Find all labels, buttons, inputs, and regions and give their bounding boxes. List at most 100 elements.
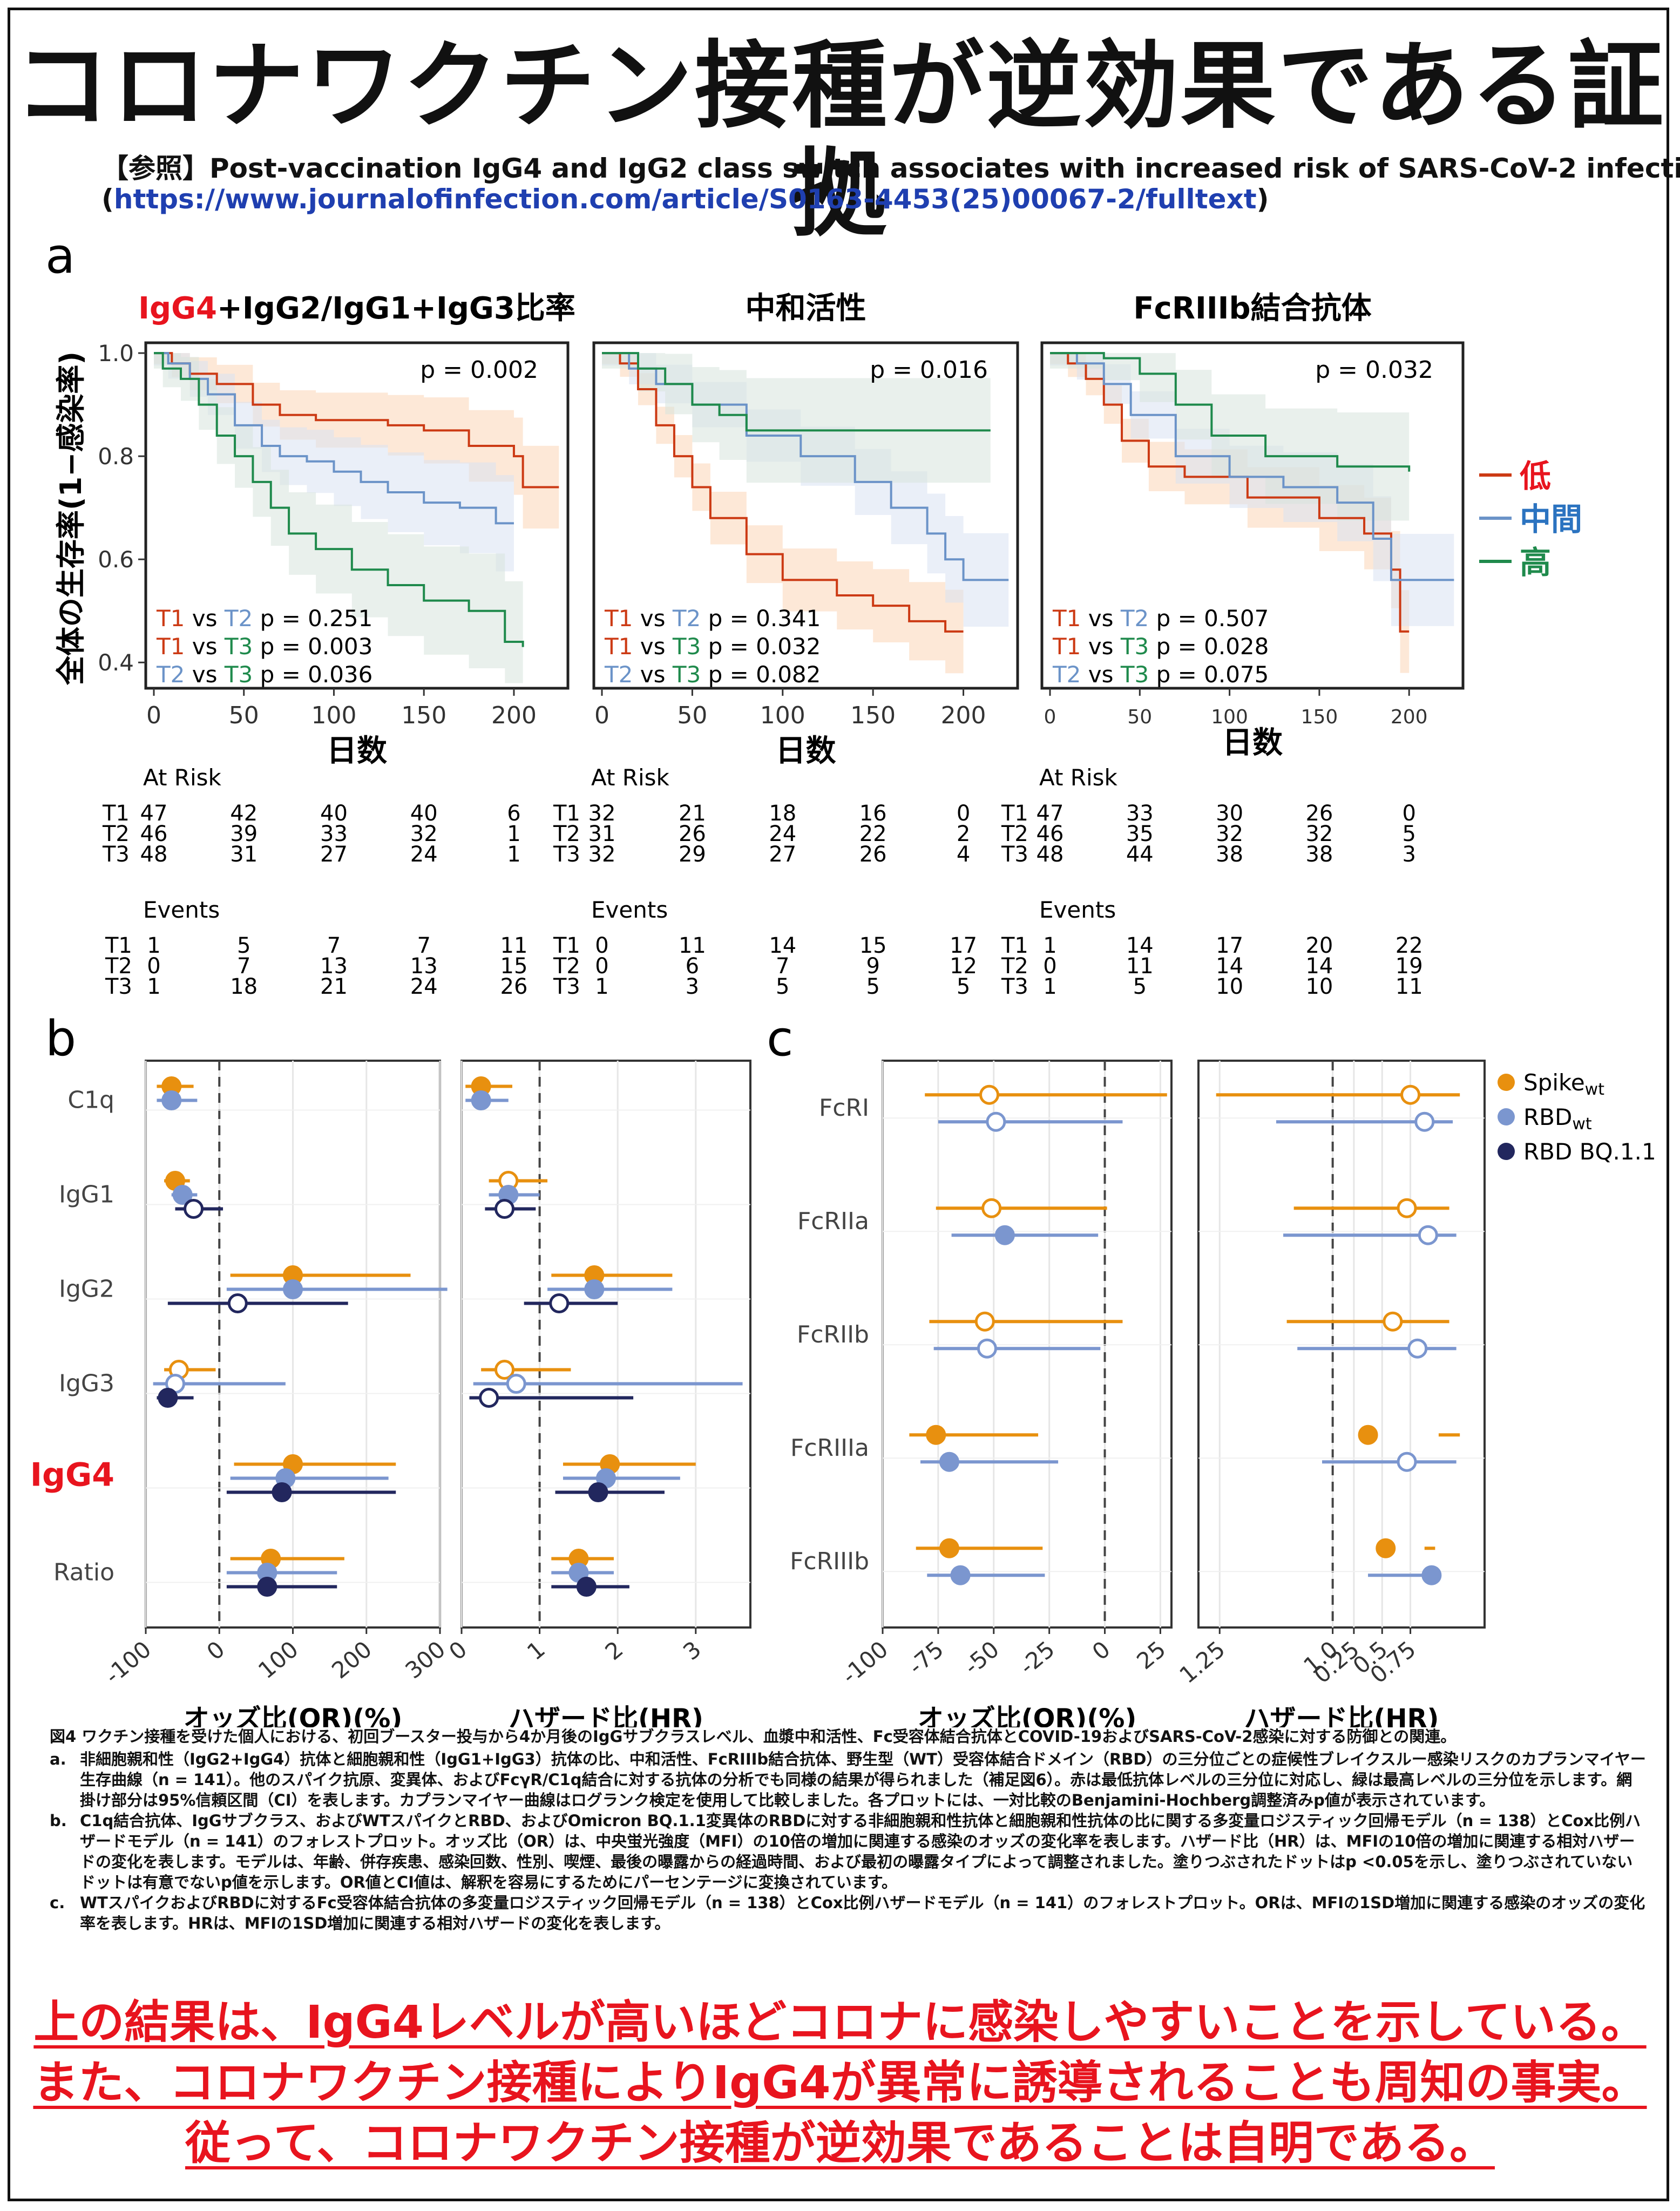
- forest-x-tick-label: 1.25: [1174, 1636, 1230, 1688]
- forest-legend-label: RBD BQ.1.1: [1523, 1138, 1656, 1165]
- label-part: IgG4: [138, 291, 217, 326]
- forest-point: [184, 1199, 204, 1219]
- events-value: 15: [500, 954, 528, 979]
- forest-point: [994, 1225, 1015, 1245]
- risk-group-label: T2: [553, 822, 580, 846]
- label-part: T3: [672, 661, 701, 688]
- forest-point: [1397, 1452, 1417, 1472]
- events-value: 0: [1043, 954, 1056, 979]
- events-value: 5: [1133, 974, 1147, 999]
- km-x-tick-label: 150: [1301, 706, 1338, 728]
- label-part: wt: [1585, 1080, 1605, 1099]
- at-risk-value: 33: [1126, 801, 1154, 826]
- km-p-value: p = 0.002: [420, 356, 538, 384]
- label-part: RBD BQ.1.1: [1523, 1138, 1656, 1165]
- reference-url-line: (https://www.journalofinfection.com/arti…: [101, 184, 1269, 215]
- forest-x-axis-label: オッズ比(OR)(%): [184, 1704, 403, 1727]
- km-comparison: T2 vs T3 p = 0.082: [604, 661, 821, 688]
- events-value: 22: [1396, 933, 1423, 958]
- label-part: T2: [224, 605, 253, 632]
- at-risk-value: 6: [507, 801, 520, 826]
- km-curve: [602, 352, 964, 633]
- forest-point: [1397, 1198, 1417, 1218]
- panel-label-a: a: [45, 228, 75, 284]
- forest-point: [977, 1338, 997, 1359]
- forest-point: [479, 1388, 499, 1408]
- events-value: 14: [1126, 933, 1154, 958]
- events-value: 5: [237, 933, 250, 958]
- forest-point: [1358, 1425, 1378, 1445]
- events-value: 14: [769, 933, 796, 958]
- label-part: vs: [185, 605, 224, 632]
- events-value: 11: [1126, 954, 1154, 979]
- risk-group-label: T1: [553, 801, 580, 826]
- caption-item-a: a. 非細胞親和性（IgG2+IgG4）抗体と細胞親和性（IgG1+IgG3）抗体…: [50, 1749, 1648, 1810]
- forest-point: [926, 1425, 946, 1445]
- at-risk-value: 31: [230, 842, 258, 867]
- events-value: 7: [327, 933, 341, 958]
- forest-legend-label: Spikewt: [1523, 1069, 1604, 1099]
- km-panel-1: IgG4+IgG2/IgG1+IgG3比率 p = 0.002 T1 vs T2 p…: [102, 291, 575, 999]
- at-risk-value: 47: [1037, 801, 1064, 826]
- km-comparison: T1 vs T2 p = 0.507: [1052, 605, 1269, 632]
- label-part: T3: [1120, 661, 1149, 688]
- forest-b-row-label: IgG4: [30, 1456, 114, 1494]
- forest-point: [1421, 1565, 1442, 1585]
- km-legend-label: 中間: [1520, 501, 1582, 538]
- forest-x-axis-label: ハザード比(HR): [1244, 1704, 1439, 1727]
- km-curve: [602, 352, 991, 432]
- events-value: 18: [230, 974, 258, 999]
- label-part: +IgG2/IgG1+IgG3比率: [217, 291, 575, 326]
- at-risk-value: 16: [859, 801, 887, 826]
- forest-point: [576, 1577, 597, 1597]
- label-part: T2: [672, 605, 701, 632]
- events-value: 7: [776, 954, 789, 979]
- forest-c-row-label: FcRIIIa: [790, 1434, 869, 1462]
- forest-x-tick-label: 0: [1087, 1636, 1115, 1665]
- forest-point: [1418, 1225, 1438, 1245]
- forest-point: [283, 1279, 303, 1299]
- at-risk-value: 35: [1126, 822, 1154, 846]
- km-curve: [154, 352, 524, 647]
- risk-group-label: T3: [553, 842, 580, 867]
- events-value: 9: [866, 954, 879, 979]
- label-part: T1: [156, 633, 185, 660]
- page-title: コロナワクチン接種が逆効果である証拠: [14, 31, 1666, 249]
- forest-c-or: -100 -75 -50 -25 0 25 オッズ比(OR)(%): [837, 1060, 1173, 1727]
- at-risk-value: 44: [1126, 842, 1154, 867]
- label-part: T1: [604, 633, 633, 660]
- at-risk-value: 38: [1216, 842, 1243, 867]
- at-risk-value: 21: [679, 801, 706, 826]
- caption-text: C1q結合抗体、IgGサブクラス、およびWTスパイクとRBD、およびOmicro…: [80, 1812, 1641, 1891]
- events-value: 10: [1305, 974, 1333, 999]
- km-x-tick-label: 100: [760, 702, 805, 729]
- events-value: 13: [320, 954, 348, 979]
- km-p-value: p = 0.032: [1315, 356, 1433, 384]
- at-risk-value: 32: [410, 822, 438, 846]
- km-y-tick-label: 0.6: [98, 546, 134, 573]
- at-risk-value: 18: [769, 801, 796, 826]
- events-value: 1: [147, 974, 160, 999]
- forest-c-row-label: FcRI: [819, 1094, 869, 1122]
- figure-caption: 図4 ワクチン接種を受けた個人における、初回ブースター投与から4か月後のIgGサ…: [50, 1726, 1648, 1934]
- forest-b-hr: 0 1 2 3 ハザード比(HR): [444, 1060, 751, 1727]
- events-value: 1: [1043, 974, 1056, 999]
- forest-frame: [1197, 1060, 1486, 1629]
- events-value: 1: [1043, 933, 1056, 958]
- caption-item-c: c. WTスパイクおよびRBDに対するFc受容体結合抗体の多変量ロジスティック回帰…: [50, 1893, 1648, 1934]
- label-part: p = 0.036: [253, 661, 372, 688]
- forest-point: [1383, 1311, 1403, 1332]
- panel-label-c: c: [767, 1010, 793, 1067]
- km-x-tick-label: 200: [1391, 706, 1428, 728]
- label-part: p = 0.028: [1149, 633, 1269, 660]
- events-label: Events: [1039, 897, 1116, 923]
- reference-url-link[interactable]: https://www.journalofinfection.com/artic…: [113, 184, 1257, 215]
- at-risk-value: 32: [588, 842, 616, 867]
- at-risk-value: 32: [1305, 822, 1333, 846]
- km-ci-band: [1050, 353, 1454, 630]
- at-risk-value: 24: [410, 842, 438, 867]
- at-risk-value: 3: [1402, 842, 1415, 867]
